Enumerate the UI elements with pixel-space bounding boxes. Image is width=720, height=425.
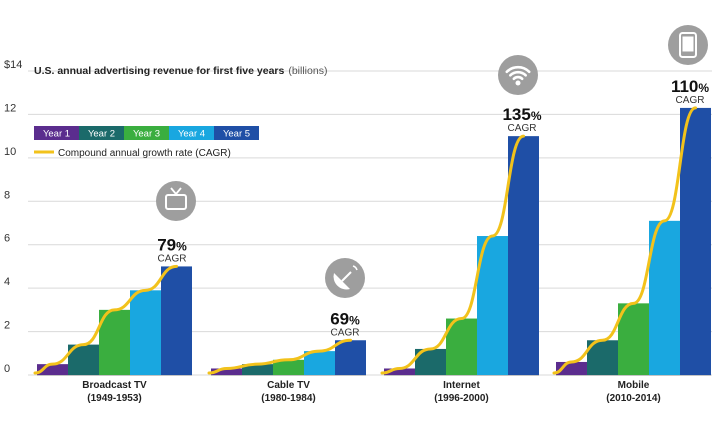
bar-cable-tv-year-3 <box>273 359 304 375</box>
category-years-label: (1996-2000) <box>434 393 488 404</box>
category-years-label: (2010-2014) <box>606 393 660 404</box>
dish-bowl <box>333 273 350 290</box>
bar-cable-tv-year-1 <box>211 368 242 375</box>
cagr-percent-label: 79% <box>157 235 187 254</box>
y-tick-label: $14 <box>4 59 22 71</box>
category-years-label: (1949-1953) <box>87 393 141 404</box>
dish-wave <box>352 265 358 271</box>
legend-label-year-2: Year 2 <box>88 129 115 140</box>
cagr-percent-label: 110% <box>671 77 709 96</box>
cagr-curve <box>207 338 352 375</box>
legend-label-year-5: Year 5 <box>223 129 250 140</box>
bar-internet-year-3 <box>446 318 477 375</box>
legend-swatch-year-1 <box>34 126 79 140</box>
wifi-dot <box>515 80 521 86</box>
bar-broadcast-tv-year-5 <box>161 266 192 375</box>
legend-swatch-year-5 <box>214 126 259 140</box>
cagr-curve <box>33 264 178 375</box>
bar-broadcast-tv-year-3 <box>99 309 130 375</box>
y-tick-label: 10 <box>4 146 16 158</box>
category-label: Cable TV <box>267 380 310 391</box>
bar-mobile-year-3 <box>618 303 649 375</box>
y-tick-label: 6 <box>4 233 10 245</box>
cagr-word-label: CAGR <box>158 253 187 264</box>
phone-screen <box>682 36 694 52</box>
smartphone-icon <box>668 25 708 65</box>
category-label: Internet <box>443 380 480 391</box>
tv-icon <box>156 181 196 221</box>
legend-swatch-year-2 <box>79 126 124 140</box>
tv-antenna <box>170 187 177 195</box>
legend-swatch-year-4 <box>169 126 214 140</box>
cagr-word-label: CAGR <box>508 123 537 134</box>
cagr-curve <box>552 106 697 375</box>
chart-title: U.S. annual advertising revenue for firs… <box>34 65 327 77</box>
satellite-dish-icon <box>325 258 365 298</box>
bar-broadcast-tv-year-4 <box>130 290 161 375</box>
chart-title-unit: (billions) <box>288 65 327 77</box>
cagr-percent-label: 135% <box>502 105 541 124</box>
legend-label-year-3: Year 3 <box>133 129 160 140</box>
bar-cable-tv-year-4 <box>304 351 335 375</box>
bar-cable-tv-year-2 <box>242 364 273 375</box>
phone-body <box>679 32 697 58</box>
y-tick-label: 12 <box>4 102 16 114</box>
dish-arm <box>341 271 352 282</box>
wifi-arc <box>505 65 531 74</box>
category-years-label: (1980-1984) <box>261 393 315 404</box>
legend-label-year-4: Year 4 <box>178 129 205 140</box>
cagr-word-label: CAGR <box>331 327 360 338</box>
wifi-arc <box>509 70 527 77</box>
category-label: Broadcast TV <box>82 380 147 391</box>
y-tick-label: 8 <box>4 189 10 201</box>
wifi-arc <box>512 75 524 81</box>
icon-background <box>498 55 538 95</box>
legend-cagr-label: Compound annual growth rate (CAGR) <box>58 148 231 159</box>
legend-swatch-year-3 <box>124 126 169 140</box>
bar-internet-year-1 <box>384 368 415 375</box>
chart-title-main: U.S. annual advertising revenue for firs… <box>34 65 284 77</box>
bar-mobile-year-4 <box>649 220 680 375</box>
cagr-word-label: CAGR <box>676 95 705 106</box>
tv-antenna <box>175 187 182 195</box>
bar-internet-year-5 <box>508 136 539 375</box>
category-label: Mobile <box>618 380 650 391</box>
y-tick-label: 4 <box>4 276 10 288</box>
wifi-icon <box>498 55 538 95</box>
legend-label-year-1: Year 1 <box>43 129 70 140</box>
icon-background <box>156 181 196 221</box>
cagr-curve <box>380 134 525 375</box>
tv-screen <box>165 194 187 210</box>
bar-cable-tv-year-5 <box>335 340 366 375</box>
y-tick-label: 0 <box>4 363 10 375</box>
cagr-percent-label: 69% <box>330 309 360 328</box>
y-tick-label: 2 <box>4 320 10 332</box>
bar-broadcast-tv-year-1 <box>37 364 68 375</box>
bar-mobile-year-5 <box>680 107 711 376</box>
